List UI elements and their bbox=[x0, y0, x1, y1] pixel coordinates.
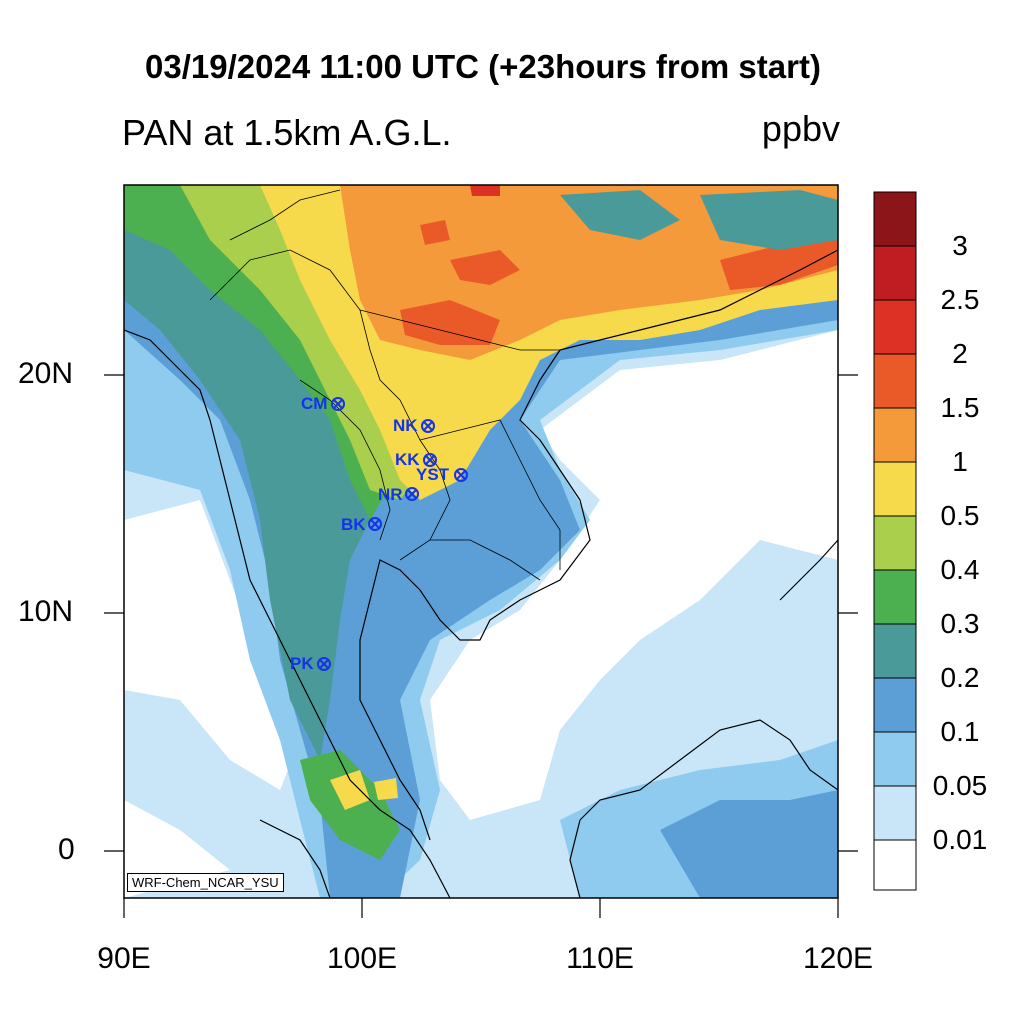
colorbar-label: 3 bbox=[952, 230, 968, 261]
coastlines bbox=[124, 249, 838, 898]
colorbar-label: 0.5 bbox=[940, 500, 980, 531]
colorbar-label: 0.01 bbox=[932, 824, 988, 855]
y-tick-label-0: 0 bbox=[58, 833, 75, 866]
colorbar-label: 0.1 bbox=[940, 716, 980, 747]
concentration-field bbox=[124, 185, 838, 898]
map-frame bbox=[123, 184, 839, 899]
colorbar-label: 0.05 bbox=[932, 770, 988, 801]
units-label: ppbv bbox=[761, 108, 840, 149]
station-label-kk: KK bbox=[395, 450, 420, 469]
colorbar-label: 1 bbox=[952, 446, 968, 477]
station-label-pk: PK bbox=[290, 654, 314, 673]
figure-title: 03/19/2024 11:00 UTC (+23hours from star… bbox=[145, 48, 821, 85]
colorbar-label: 2 bbox=[952, 338, 968, 369]
country-borders bbox=[209, 189, 561, 581]
colorbar-label: 0.4 bbox=[940, 554, 980, 585]
colorbar-label: 0.3 bbox=[940, 608, 980, 639]
station-label-yst: YST bbox=[416, 465, 450, 484]
colorbar-label: 2.5 bbox=[940, 284, 980, 315]
station-marker-bk bbox=[368, 517, 382, 531]
station-label-nk: NK bbox=[393, 416, 418, 435]
station-marker-pk bbox=[317, 657, 331, 671]
station-label-cm: CM bbox=[301, 394, 328, 413]
station-markers bbox=[317, 397, 468, 671]
y-tick-label-10n: 10N bbox=[18, 595, 74, 628]
station-marker-yst bbox=[454, 468, 468, 482]
x-tick-label-100e: 100E bbox=[326, 942, 398, 975]
x-tick-label-90e: 90E bbox=[97, 942, 151, 975]
colorbar-label: 0.2 bbox=[940, 662, 980, 693]
station-label-nr: NR bbox=[378, 485, 403, 504]
station-marker-cm bbox=[331, 397, 345, 411]
y-tick-label-20n: 20N bbox=[18, 357, 74, 390]
x-tick-label-120e: 120E bbox=[802, 942, 874, 975]
variable-subtitle: PAN at 1.5km A.G.L. bbox=[122, 112, 452, 153]
axis-ticks bbox=[104, 374, 858, 918]
colorbar bbox=[873, 191, 917, 891]
station-label-bk: BK bbox=[341, 515, 366, 534]
model-credit: WRF-Chem_NCAR_YSU bbox=[127, 873, 284, 892]
colorbar-label: 1.5 bbox=[940, 392, 980, 423]
station-marker-nk bbox=[421, 419, 435, 433]
x-tick-label-110e: 110E bbox=[566, 942, 634, 975]
station-marker-nr bbox=[405, 487, 419, 501]
station-marker-kk bbox=[423, 453, 437, 467]
